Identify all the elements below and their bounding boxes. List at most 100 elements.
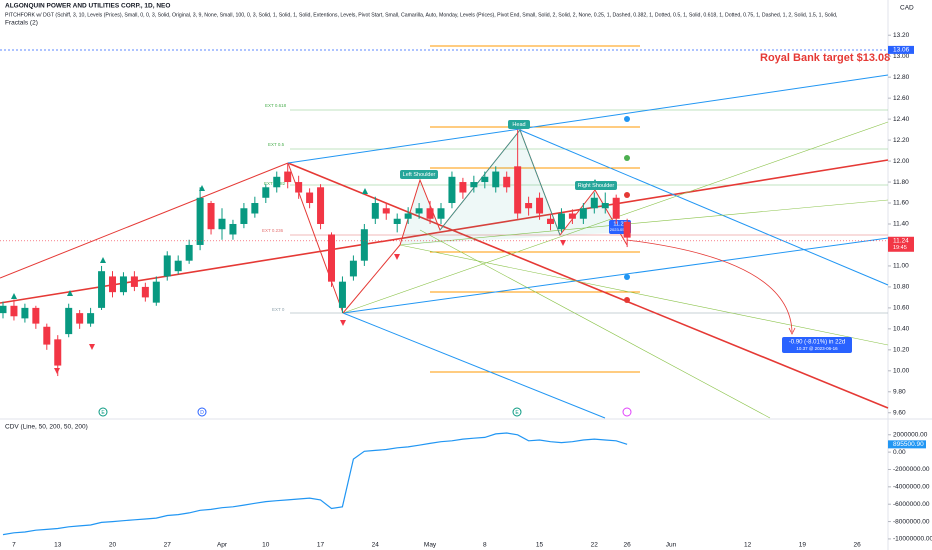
y-tick-label: 12.80 xyxy=(893,74,910,81)
candle-body xyxy=(328,234,335,282)
fractal-down xyxy=(340,320,346,326)
candle-body xyxy=(152,281,160,303)
y-tick-label: -8000000.00 xyxy=(893,518,930,525)
y-tick-label: -2000000.00 xyxy=(893,466,930,473)
y-tick-label: 13.20 xyxy=(893,32,910,39)
ext-label: EXT 0.5 xyxy=(268,142,285,147)
candle-body xyxy=(98,271,106,308)
fractal-down xyxy=(560,240,566,246)
y-tick-label: 2000000.00 xyxy=(893,431,928,438)
y-tick-label: -4000000.00 xyxy=(893,484,930,491)
candle-body xyxy=(218,218,226,230)
candle-body xyxy=(557,213,565,230)
x-tick-label: May xyxy=(424,542,437,549)
ext-label: EXT 0.236 xyxy=(262,228,284,233)
candle-body xyxy=(393,218,401,224)
x-tick-label: 19 xyxy=(799,542,807,549)
alert-tag xyxy=(888,45,914,54)
candle-body xyxy=(273,176,281,188)
candle-body xyxy=(76,313,84,324)
pattern-label: Head xyxy=(512,122,525,128)
fractal-down xyxy=(54,368,60,374)
x-tick-label: 7 xyxy=(12,542,16,549)
candle-body xyxy=(251,203,259,214)
candle-body xyxy=(470,182,478,188)
fork-line xyxy=(519,129,889,286)
y-tick-label: 12.40 xyxy=(893,116,910,123)
arrow-head xyxy=(788,327,796,335)
projection-arrow xyxy=(626,239,793,333)
candle-body xyxy=(109,276,116,293)
y-tick-label: 12.00 xyxy=(893,158,910,165)
level-dot xyxy=(624,297,630,303)
y-tick-label: 11.80 xyxy=(893,179,909,186)
y-tick-label: 11.00 xyxy=(893,263,909,270)
candle-body xyxy=(481,176,489,183)
price-date: 2023-05-26 xyxy=(610,227,631,232)
candle-body xyxy=(404,213,412,219)
hs-line xyxy=(439,129,561,236)
price-label: 11.27 xyxy=(613,221,626,227)
fractal-up xyxy=(67,290,73,296)
event-bubble[interactable] xyxy=(98,407,108,417)
last-value-tag xyxy=(888,440,926,449)
x-tick-label: 10 xyxy=(262,542,270,549)
y-tick-label: 13.00 xyxy=(893,53,910,60)
y-tick-label: 11.40 xyxy=(893,221,909,228)
candle-body xyxy=(601,203,609,209)
target-label: Royal Bank target $13.08 xyxy=(760,52,890,64)
candle-body xyxy=(579,208,587,219)
candle-body xyxy=(0,305,7,314)
candle-body xyxy=(87,313,95,324)
candle-body xyxy=(10,305,18,317)
indicator-settings: Fractals (2) xyxy=(5,20,38,27)
y-tick-label: 10.40 xyxy=(893,326,910,333)
drawings xyxy=(0,45,889,419)
candle-body xyxy=(590,197,598,209)
y-tick-label: 12.20 xyxy=(893,137,910,144)
y-tick-label: -6000000.00 xyxy=(893,501,930,508)
y-tick-label: 10.60 xyxy=(893,305,910,312)
alert-price: 13.06 xyxy=(893,47,910,54)
fork-line xyxy=(342,312,606,419)
y-tick-label: 9.80 xyxy=(893,389,906,396)
x-tick-label: 20 xyxy=(109,542,117,549)
x-tick-label: 13 xyxy=(54,542,62,549)
event-bubble[interactable] xyxy=(512,407,522,417)
candle-body xyxy=(21,307,29,319)
level-dot xyxy=(624,192,630,198)
label-box xyxy=(400,170,438,179)
pattern-label: Right Shoulder xyxy=(578,183,615,189)
hs-fill xyxy=(400,130,627,245)
countdown: 19:45 xyxy=(893,245,907,251)
fork-line xyxy=(342,237,889,314)
candle-body xyxy=(54,339,62,366)
event-bubble[interactable] xyxy=(197,407,207,417)
cdv-line xyxy=(2,432,628,536)
fractal-up xyxy=(100,257,106,263)
candle-body xyxy=(426,208,434,219)
candle-body xyxy=(119,276,127,293)
x-tick-label: 27 xyxy=(164,542,172,549)
candle-body xyxy=(174,260,182,272)
fractal-up xyxy=(11,293,17,299)
x-tick-label: 26 xyxy=(624,542,632,549)
fan-line xyxy=(399,244,889,346)
x-tick-label: 15 xyxy=(536,542,544,549)
pattern-label: Left Shoulder xyxy=(403,172,436,178)
candle-body xyxy=(371,203,379,219)
candle-body xyxy=(338,281,346,308)
x-tick-label: 12 xyxy=(744,542,752,549)
event-bubble[interactable] xyxy=(622,407,632,417)
label-box xyxy=(508,120,530,129)
candle-body xyxy=(612,197,620,219)
event-label: D xyxy=(200,410,204,416)
y-tick-label: 10.80 xyxy=(893,284,910,291)
y-tick-label: 12.60 xyxy=(893,95,910,102)
candle-body xyxy=(536,197,544,214)
candle-body xyxy=(623,221,631,238)
candle-body xyxy=(229,223,237,235)
level-dot xyxy=(624,116,630,122)
candle-body xyxy=(317,187,325,224)
